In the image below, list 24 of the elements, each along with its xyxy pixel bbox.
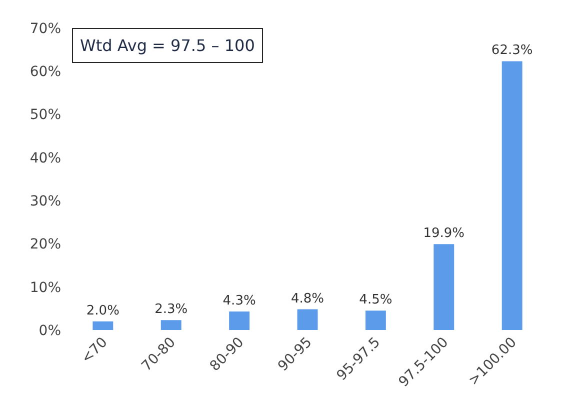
y-tick-label: 20%: [30, 236, 61, 253]
data-label: 4.5%: [359, 292, 392, 308]
bar: [297, 309, 318, 330]
data-label: 2.3%: [154, 302, 188, 318]
bar: [160, 320, 182, 330]
bar: [434, 244, 454, 330]
y-tick-label: 60%: [30, 64, 61, 80]
bar: [365, 310, 386, 330]
data-label: 19.9%: [423, 226, 465, 242]
annotation: Wtd Avg = 97.5 – 100: [80, 36, 255, 55]
y-tick-label: 30%: [30, 193, 61, 210]
data-label: 4.8%: [290, 291, 324, 306]
data-label: 4.3%: [222, 293, 256, 308]
y-tick-label: 40%: [30, 150, 61, 166]
bar: [502, 61, 522, 330]
bar: [229, 311, 250, 330]
y-tick-label: 70%: [30, 20, 61, 37]
y-tick-label: 10%: [30, 280, 61, 296]
data-label: 62.3%: [491, 43, 533, 58]
data-label: 2.0%: [86, 303, 120, 318]
x-tick-label: <70: [78, 334, 111, 367]
y-tick-label: 50%: [30, 107, 61, 124]
bar: [92, 321, 114, 330]
y-tick-label: 0%: [38, 322, 61, 339]
